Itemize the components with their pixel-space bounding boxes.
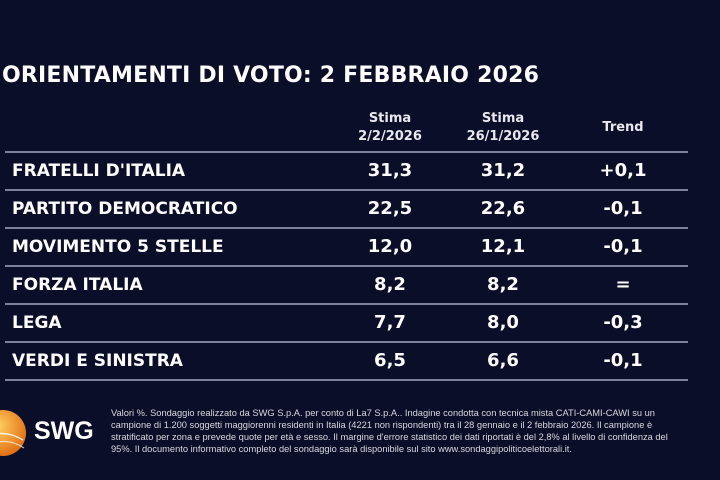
row-separator (5, 189, 688, 191)
column-header-line: 2/2/2026 (358, 129, 422, 144)
swg-logo-text: SWG (34, 417, 94, 445)
value-trend: -0,1 (603, 198, 643, 219)
value-current: 7,7 (374, 312, 406, 333)
value-current: 22,5 (367, 198, 413, 219)
table-row: VERDI E SINISTRA 6,5 6,6 -0,1 (0, 342, 720, 380)
value-current: 6,5 (374, 350, 406, 371)
table-row: FRATELLI D'ITALIA 31,3 31,2 +0,1 (0, 152, 720, 190)
row-separator (5, 227, 688, 229)
value-previous: 31,2 (480, 160, 526, 181)
value-previous: 8,2 (487, 274, 519, 295)
party-name: FORZA ITALIA (12, 275, 143, 295)
value-previous: 12,1 (480, 236, 526, 257)
value-current: 8,2 (374, 274, 406, 295)
value-current: 12,0 (367, 236, 413, 257)
value-current: 31,3 (367, 160, 413, 181)
value-previous: 8,0 (487, 312, 519, 333)
row-separator (5, 303, 688, 305)
value-trend: -0,1 (603, 236, 643, 257)
party-name: VERDI E SINISTRA (12, 351, 183, 371)
party-name: MOVIMENTO 5 STELLE (12, 237, 224, 257)
value-trend: -0,3 (603, 312, 643, 333)
table-row: LEGA 7,7 8,0 -0,3 (0, 304, 720, 342)
party-name: FRATELLI D'ITALIA (12, 161, 186, 181)
table-row: MOVIMENTO 5 STELLE 12,0 12,1 -0,1 (0, 228, 720, 266)
value-previous: 6,6 (487, 350, 519, 371)
row-separator (5, 265, 688, 267)
party-name: LEGA (12, 313, 62, 333)
party-name: PARTITO DEMOCRATICO (12, 199, 238, 219)
value-trend: -0,1 (603, 350, 643, 371)
column-header-line: Trend (602, 120, 644, 135)
column-header-line: Stima (481, 111, 525, 126)
row-separator (5, 379, 688, 381)
column-header-current: Stima 2/2/2026 (330, 110, 450, 146)
swg-logo-icon (0, 410, 26, 456)
row-separator (5, 151, 688, 153)
methodology-footnote: Valori %. Sondaggio realizzato da SWG S.… (111, 408, 668, 454)
column-header-trend: Trend (563, 119, 683, 137)
value-trend: = (615, 274, 631, 295)
row-separator (5, 341, 688, 343)
column-header-line: 26/1/2026 (466, 129, 540, 144)
value-trend: +0,1 (599, 160, 647, 181)
table-row: FORZA ITALIA 8,2 8,2 = (0, 266, 720, 304)
table-row: PARTITO DEMOCRATICO 22,5 22,6 -0,1 (0, 190, 720, 228)
column-header-previous: Stima 26/1/2026 (443, 110, 563, 146)
page-title: ORIENTAMENTI DI VOTO: 2 FEBBRAIO 2026 (2, 63, 540, 88)
column-header-line: Stima (368, 111, 412, 126)
value-previous: 22,6 (480, 198, 526, 219)
